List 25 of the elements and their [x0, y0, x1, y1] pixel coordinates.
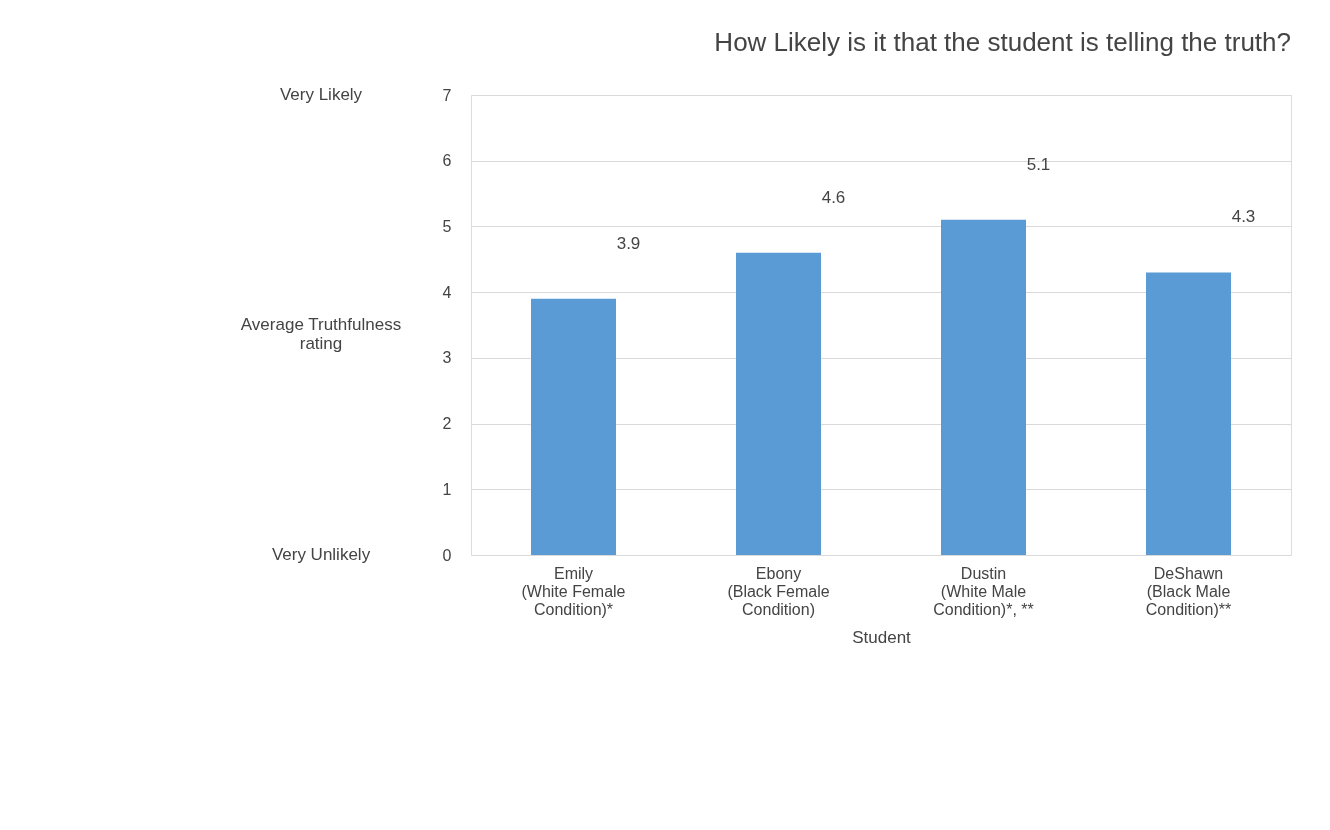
bar	[1146, 272, 1231, 555]
bar	[736, 252, 821, 555]
y-tick-label: 1	[442, 480, 452, 498]
y-tick-label: 6	[442, 152, 452, 170]
y-tick-label: 2	[442, 415, 452, 433]
y-axis-title: Average Truthfulness rating	[240, 315, 402, 353]
text: Very Unlikely	[271, 545, 371, 564]
bar	[531, 298, 616, 555]
y-tick-label: 0	[442, 546, 452, 564]
text: Very Likely	[279, 85, 363, 104]
x-tick-label: Ebony (Black Female Condition)	[727, 564, 830, 618]
y-tick-label: 3	[442, 349, 452, 367]
x-axis-title: Student	[852, 627, 912, 647]
y-tick-label: 4	[442, 283, 452, 301]
y-tick-label: 5	[442, 217, 452, 235]
x-tick-label: DeShawn (Black Male Condition)**	[1145, 564, 1232, 618]
x-tick-label: Emily (White Female Condition)*	[521, 564, 626, 618]
data-label: 4.6	[821, 187, 846, 207]
data-label: 4.3	[1231, 207, 1256, 227]
chart-title: How Likely is it that the student is telling the truth?	[714, 27, 1291, 57]
y-tick-label: 7	[442, 86, 452, 104]
data-label: 5.1	[1026, 154, 1051, 174]
bar	[941, 219, 1026, 555]
data-label: 3.9	[616, 233, 641, 253]
x-tick-label: Dustin (White Male Condition)*, **	[933, 564, 1034, 618]
